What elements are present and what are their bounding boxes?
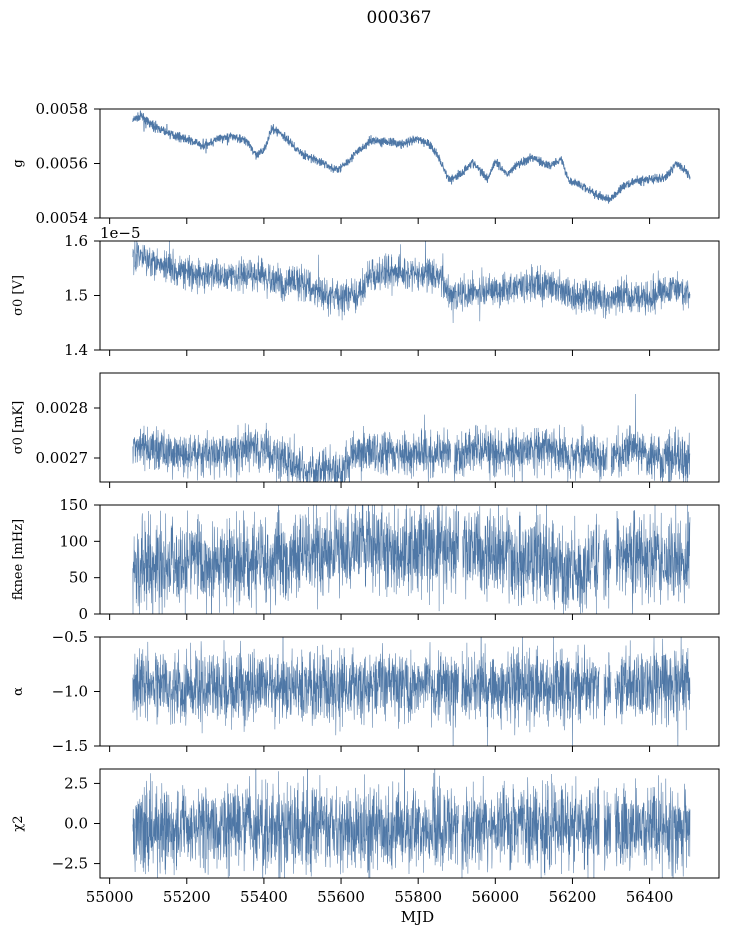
subplot-1: 0.0054 0.0056 0.0058 g <box>11 100 720 227</box>
y-tick-label: 1.4 <box>64 341 88 359</box>
x-tick-label: 55000 <box>86 888 134 906</box>
y-axis-label: σ0 [mK] <box>11 401 26 454</box>
series-line <box>132 769 691 878</box>
y-tick-label: −1.0 <box>52 683 88 701</box>
subplot-5: −1.5 −1.0 −0.5 α <box>11 628 720 755</box>
y-tick-label: 1.6 <box>64 232 88 250</box>
y-axis-label: χ2 <box>11 815 26 831</box>
y-tick-label: 2.5 <box>64 774 88 792</box>
subplot-6: −2.5 0.0 2.5 55000 55200 55400 55600 55800 56000… <box>11 768 720 926</box>
y-tick-label: −0.5 <box>52 628 88 646</box>
subplot-2: 1.4 1.5 1.6 1e−5 σ0 [V] <box>11 224 720 359</box>
axes-frame <box>99 108 720 219</box>
y-axis-label: α <box>11 687 26 696</box>
x-tick-label: 55600 <box>317 888 365 906</box>
y-tick-label: 0.0028 <box>36 399 89 417</box>
x-tick-label: 55800 <box>394 888 442 906</box>
figure-title: 000367 <box>367 8 432 28</box>
x-axis-label: MJD <box>401 908 434 926</box>
offset-text: 1e−5 <box>100 224 141 242</box>
subplots: 0.0054 0.0056 0.0058 g 1.4 1.5 1.6 1e−5 σ0 [V] 0.… <box>11 100 720 926</box>
series-line <box>132 110 691 204</box>
y-tick-label: 0 <box>78 605 88 623</box>
x-tick-label: 55400 <box>240 888 288 906</box>
series-line <box>132 241 691 324</box>
y-tick-label: 150 <box>59 496 88 514</box>
y-tick-label: 1.5 <box>64 287 88 305</box>
y-tick-label: 0.0 <box>64 815 88 833</box>
axes-frame <box>99 504 720 615</box>
y-tick-label: 50 <box>69 569 88 587</box>
y-tick-label: 0.0056 <box>36 155 89 173</box>
x-tick-label: 56400 <box>626 888 674 906</box>
y-tick-label: −1.5 <box>52 737 88 755</box>
subplot-4: 0 50 100 150 fknee [mHz] <box>11 496 720 623</box>
series-line <box>132 505 691 614</box>
series-line <box>132 393 691 482</box>
x-tick-label: 56200 <box>549 888 597 906</box>
y-axis-label: g <box>11 159 26 167</box>
y-axis-label: fknee [mHz] <box>11 519 26 600</box>
y-axis-label: σ0 [V] <box>11 275 26 316</box>
series-line <box>132 637 691 746</box>
axes-frame <box>99 372 720 483</box>
y-tick-label: 0.0058 <box>36 100 89 118</box>
subplot-3: 0.0027 0.0028 σ0 [mK] <box>11 372 720 488</box>
y-tick-label: 0.0054 <box>36 209 89 227</box>
y-tick-label: −2.5 <box>52 855 88 873</box>
x-tick-label: 56000 <box>471 888 519 906</box>
x-tick-label: 55200 <box>163 888 211 906</box>
y-tick-label: 0.0027 <box>36 449 89 467</box>
y-tick-label: 100 <box>59 532 88 550</box>
